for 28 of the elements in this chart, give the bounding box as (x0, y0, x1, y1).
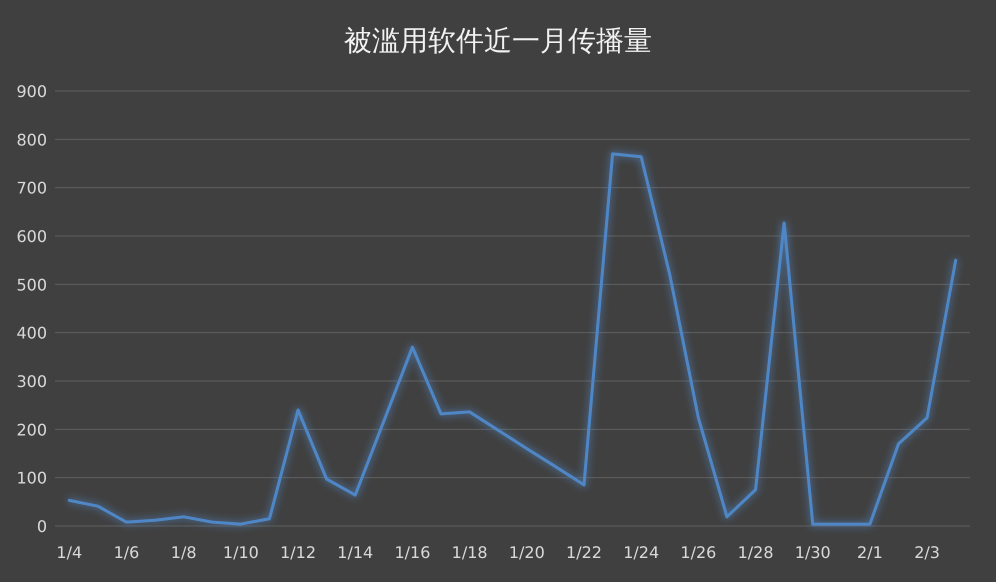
y-tick-label: 0 (36, 517, 47, 536)
chart-title: 被滥用软件近一月传播量 (344, 24, 652, 57)
x-tick-label: 1/18 (452, 543, 488, 562)
x-tick-label: 1/16 (394, 543, 430, 562)
y-tick-label: 600 (16, 227, 47, 246)
x-tick-label: 1/30 (794, 543, 831, 562)
x-tick-label: 1/8 (170, 543, 197, 562)
x-tick-label: 1/24 (623, 543, 660, 562)
x-tick-label: 2/1 (857, 543, 883, 562)
x-tick-label: 1/14 (337, 543, 374, 562)
line-series (68, 152, 958, 526)
x-tick-label: 1/26 (680, 543, 716, 562)
y-tick-label: 200 (16, 420, 47, 440)
y-tick-label: 100 (16, 468, 47, 488)
y-tick-label: 700 (16, 178, 47, 198)
x-tick-label: 1/10 (222, 543, 259, 562)
x-tick-label: 1/4 (56, 543, 82, 562)
x-tick-label: 2/3 (914, 543, 940, 562)
x-tick-label: 1/12 (280, 543, 316, 562)
x-tick-label: 1/6 (114, 543, 140, 562)
y-tick-label: 400 (16, 324, 47, 343)
x-tick-label: 1/28 (738, 543, 774, 562)
y-tick-label: 300 (16, 372, 47, 391)
y-tick-label: 900 (16, 82, 47, 101)
y-tick-label: 500 (16, 275, 47, 294)
x-tick-label: 1/20 (508, 543, 545, 562)
y-tick-label: 800 (16, 130, 47, 150)
x-tick-label: 1/22 (566, 543, 602, 562)
